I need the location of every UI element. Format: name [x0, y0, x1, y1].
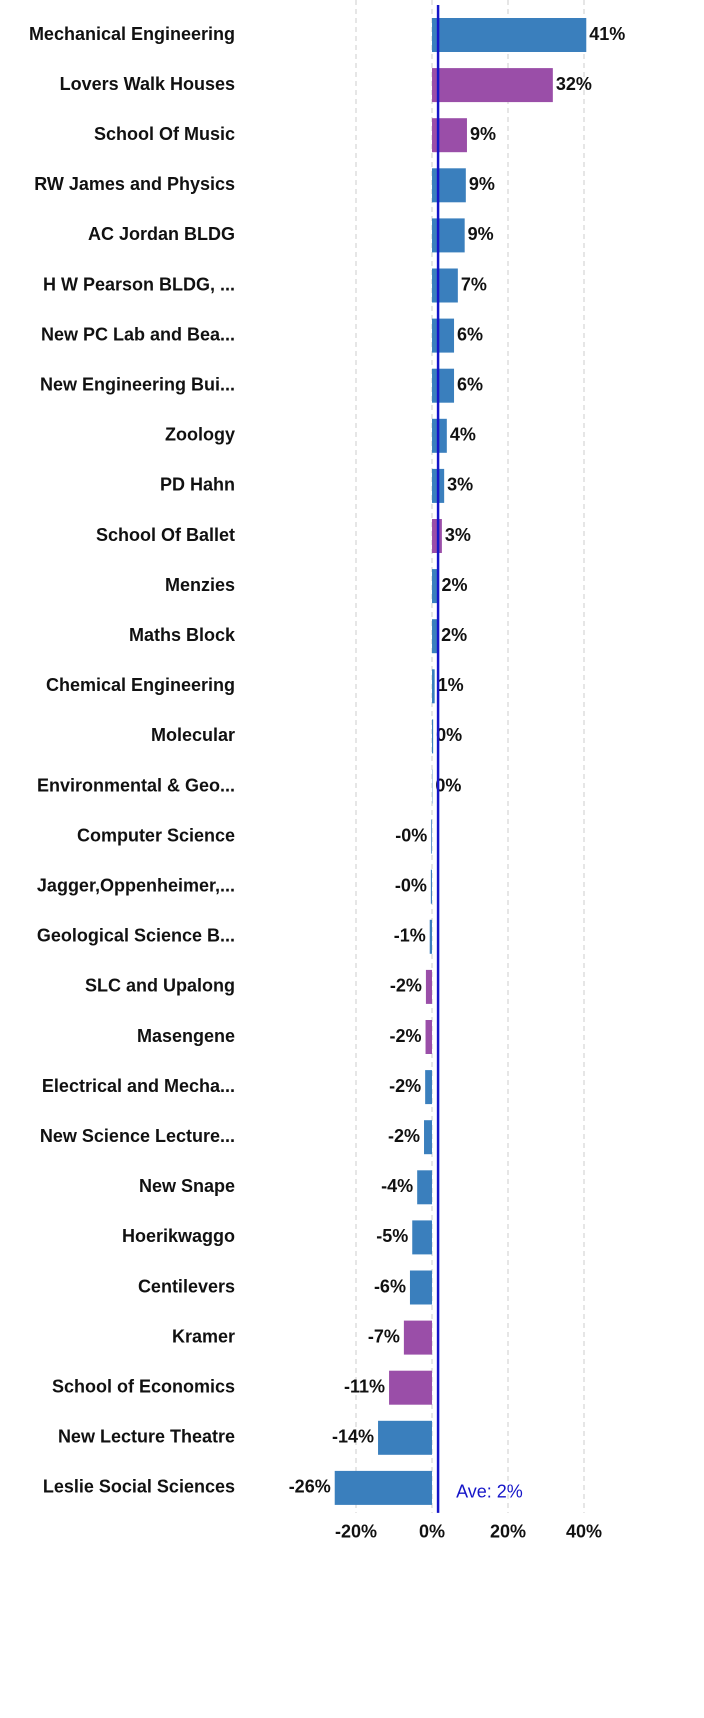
bar — [432, 419, 447, 453]
data-label: 3% — [447, 475, 473, 495]
bar — [426, 1020, 432, 1054]
y-tick-label: SLC and Upalong — [85, 976, 235, 996]
y-tick-label: Geological Science B... — [37, 926, 235, 946]
average-label: Ave: 2% — [456, 1482, 523, 1502]
y-tick-label: Environmental & Geo... — [37, 775, 235, 795]
y-tick-label: New Snape — [139, 1176, 235, 1196]
bar — [432, 18, 586, 52]
bar — [432, 719, 433, 753]
y-tick-label: Hoerikwaggo — [122, 1226, 235, 1246]
bar — [425, 1070, 432, 1104]
bar — [432, 269, 458, 303]
data-label: -0% — [395, 825, 427, 845]
bar — [424, 1120, 432, 1154]
bar — [335, 1471, 432, 1505]
data-label: -4% — [381, 1176, 413, 1196]
y-tick-label: Computer Science — [77, 825, 235, 845]
data-label: -2% — [388, 1126, 420, 1146]
bar — [389, 1371, 432, 1405]
bar — [431, 870, 432, 904]
data-label: -5% — [376, 1226, 408, 1246]
data-label: -26% — [289, 1477, 331, 1497]
y-tick-label: Electrical and Mecha... — [42, 1076, 235, 1096]
data-label: -2% — [389, 1076, 421, 1096]
data-label: -14% — [332, 1427, 374, 1447]
data-label: -1% — [394, 926, 426, 946]
data-label: -6% — [374, 1276, 406, 1296]
data-label: 2% — [441, 575, 467, 595]
y-tick-label: Menzies — [165, 575, 235, 595]
y-tick-label: Leslie Social Sciences — [43, 1477, 235, 1497]
x-tick-label: 0% — [419, 1522, 445, 1542]
bar — [431, 820, 432, 854]
data-label: -0% — [395, 875, 427, 895]
data-label: 0% — [436, 725, 462, 745]
bar — [378, 1421, 432, 1455]
y-tick-label: Zoology — [165, 425, 235, 445]
y-tick-label: Centilevers — [138, 1276, 235, 1296]
y-tick-label: New PC Lab and Bea... — [41, 324, 235, 344]
bar — [412, 1220, 432, 1254]
bar — [432, 68, 553, 102]
y-tick-label: School of Economics — [52, 1376, 235, 1396]
data-label: 2% — [441, 625, 467, 645]
y-tick-label: School Of Music — [94, 124, 235, 144]
data-label: -11% — [344, 1376, 385, 1396]
bar — [432, 669, 435, 703]
data-label: 32% — [556, 74, 592, 94]
y-tick-label: Mechanical Engineering — [29, 24, 235, 44]
data-label: 9% — [468, 224, 494, 244]
data-label: 1% — [438, 675, 464, 695]
y-tick-label: New Lecture Theatre — [58, 1427, 235, 1447]
y-tick-label: AC Jordan BLDG — [88, 224, 235, 244]
data-label: -7% — [368, 1326, 400, 1346]
x-tick-label: -20% — [335, 1522, 377, 1542]
y-tick-label: Jagger,Oppenheimer,... — [37, 875, 235, 895]
y-tick-label: Kramer — [172, 1326, 235, 1346]
y-tick-label: RW James and Physics — [34, 174, 235, 194]
bar — [426, 970, 432, 1004]
bar — [432, 319, 454, 353]
y-tick-label: Maths Block — [129, 625, 236, 645]
data-label: 41% — [589, 24, 625, 44]
data-label: 6% — [457, 324, 483, 344]
y-tick-label: H W Pearson BLDG, ... — [43, 274, 235, 294]
bar — [430, 920, 432, 954]
data-label: 9% — [470, 124, 496, 144]
x-tick-label: 40% — [566, 1522, 602, 1542]
data-label: -2% — [390, 976, 422, 996]
data-label: 3% — [445, 525, 471, 545]
y-tick-label: PD Hahn — [160, 475, 235, 495]
data-label: 6% — [457, 374, 483, 394]
y-tick-label: New Engineering Bui... — [40, 374, 235, 394]
y-tick-label: Molecular — [151, 725, 235, 745]
bar — [417, 1170, 432, 1204]
y-tick-label: New Science Lecture... — [40, 1126, 235, 1146]
y-tick-label: Chemical Engineering — [46, 675, 235, 695]
bar — [404, 1321, 432, 1355]
bar — [432, 369, 454, 403]
data-label: 7% — [461, 274, 487, 294]
data-label: 9% — [469, 174, 495, 194]
data-label: -2% — [390, 1026, 422, 1046]
y-tick-label: Lovers Walk Houses — [60, 74, 235, 94]
x-tick-label: 20% — [490, 1522, 526, 1542]
y-tick-label: Masengene — [137, 1026, 235, 1046]
bar — [410, 1271, 432, 1305]
y-tick-label: School Of Ballet — [96, 525, 235, 545]
data-label: 4% — [450, 425, 476, 445]
